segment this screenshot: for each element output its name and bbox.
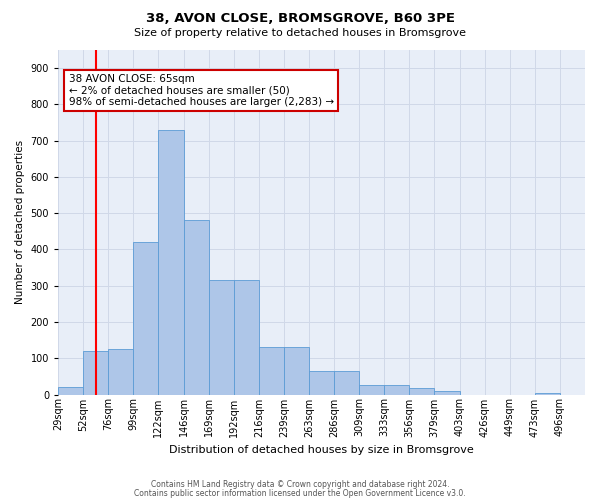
Bar xyxy=(83,351,108,395)
Bar xyxy=(384,386,409,394)
Bar xyxy=(309,371,334,394)
Bar xyxy=(108,349,133,395)
Bar xyxy=(535,392,560,394)
Bar xyxy=(334,371,359,394)
Text: Contains HM Land Registry data © Crown copyright and database right 2024.: Contains HM Land Registry data © Crown c… xyxy=(151,480,449,489)
Text: Contains public sector information licensed under the Open Government Licence v3: Contains public sector information licen… xyxy=(134,489,466,498)
Bar xyxy=(359,386,384,394)
Bar xyxy=(58,388,83,394)
Bar xyxy=(209,280,234,394)
Text: Size of property relative to detached houses in Bromsgrove: Size of property relative to detached ho… xyxy=(134,28,466,38)
Bar xyxy=(434,391,460,394)
Y-axis label: Number of detached properties: Number of detached properties xyxy=(15,140,25,304)
Text: 38 AVON CLOSE: 65sqm
← 2% of detached houses are smaller (50)
98% of semi-detach: 38 AVON CLOSE: 65sqm ← 2% of detached ho… xyxy=(68,74,334,108)
Bar xyxy=(133,242,158,394)
Bar xyxy=(158,130,184,394)
Bar xyxy=(259,348,284,395)
X-axis label: Distribution of detached houses by size in Bromsgrove: Distribution of detached houses by size … xyxy=(169,445,474,455)
Bar xyxy=(284,348,309,395)
Bar xyxy=(409,388,434,394)
Bar xyxy=(184,220,209,394)
Bar xyxy=(234,280,259,394)
Text: 38, AVON CLOSE, BROMSGROVE, B60 3PE: 38, AVON CLOSE, BROMSGROVE, B60 3PE xyxy=(146,12,455,26)
